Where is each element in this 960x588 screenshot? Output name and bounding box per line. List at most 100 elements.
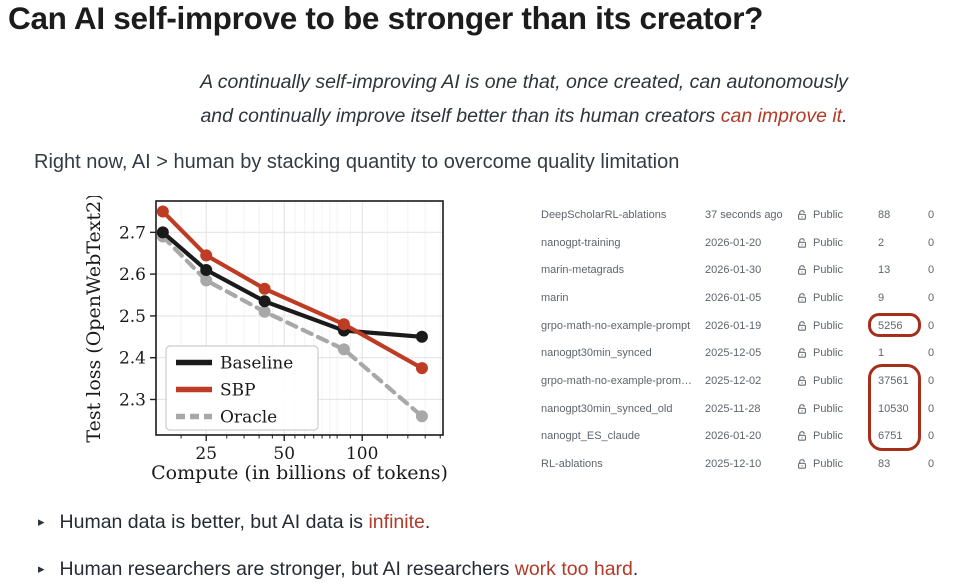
run-count: 5256 (878, 319, 903, 332)
y-tick-label: 2.4 (119, 349, 146, 369)
run-stars: 0 (928, 374, 935, 387)
bullet-accent-text: work too hard (514, 558, 633, 580)
run-visibility: Public (796, 430, 878, 442)
visibility-label: Public (813, 374, 843, 387)
visibility-label: Public (813, 319, 843, 332)
run-name: marin (541, 291, 569, 304)
run-stars: 0 (928, 236, 935, 249)
legend-box (165, 345, 319, 431)
x-axis-label: Compute (in billions of tokens) (151, 462, 448, 484)
run-updated: 2026-01-30 (705, 264, 762, 277)
unlock-icon (798, 459, 806, 469)
data-point-sbp (415, 362, 428, 375)
legend-label-oracle: Oracle (220, 408, 277, 428)
run-name: DeepScholarRL-ablations (541, 208, 667, 221)
run-stars: 0 (928, 319, 935, 332)
table-row: DeepScholarRL-ablations 37 seconds ago Pub… (536, 201, 958, 229)
run-count: 2 (878, 236, 885, 249)
table-row: grpo-math-no-example-prom… 2025-12-02 Publ… (536, 367, 958, 395)
run-stars: 0 (928, 208, 935, 221)
series-line-sbp (160, 209, 425, 371)
table-row: nanogpt-training 2026-01-20 Public 2 0 (536, 229, 958, 257)
data-point-baseline (156, 226, 169, 239)
run-stars: 0 (928, 347, 935, 360)
run-name: nanogpt30min_synced (541, 347, 652, 360)
run-visibility: Public (796, 403, 878, 415)
run-visibility: Public (796, 237, 878, 249)
x-tick-label: 100 (346, 444, 378, 464)
subtitle-line-2-prefix: and continually improve itself better th… (200, 104, 721, 127)
section-heading: Right now, AI > human by stacking quanti… (34, 151, 680, 173)
run-name: nanogpt30min_synced_old (541, 402, 673, 415)
data-point-sbp (337, 318, 350, 331)
runs-table: DeepScholarRL-ablations 37 seconds ago Pub… (536, 201, 958, 481)
subtitle-line-1: A continually self-improving AI is one t… (200, 71, 848, 93)
run-count: 1 (878, 347, 885, 360)
run-updated: 2025-11-28 (705, 402, 761, 415)
bullet-text: Human data is better, but AI data is inf… (60, 509, 431, 535)
subtitle-line-2: and continually improve itself better th… (80, 100, 960, 134)
y-tick-label: 2.3 (119, 390, 146, 410)
run-updated: 37 seconds ago (705, 208, 783, 221)
x-tick-label: 25 (195, 444, 217, 464)
run-name: nanogpt-training (541, 236, 621, 249)
data-point-sbp (258, 282, 271, 295)
run-name: grpo-math-no-example-prom… (541, 374, 692, 387)
table-row: RL-ablations 2025-12-10 Public 83 0 (536, 450, 958, 478)
run-updated: 2025-12-05 (705, 347, 762, 360)
unlock-icon (798, 265, 806, 275)
run-visibility: Public (796, 292, 878, 304)
run-stars: 0 (928, 458, 935, 471)
data-point-oracle (258, 305, 271, 318)
x-tick-label: 50 (273, 444, 295, 464)
bullet-item: ▸ Human researchers are stronger, but AI … (38, 556, 938, 584)
visibility-label: Public (813, 264, 843, 277)
run-count: 88 (878, 208, 891, 221)
run-count: 37561 (878, 374, 909, 387)
run-visibility: Public (796, 347, 878, 359)
run-stars: 0 (928, 402, 935, 415)
triangle-bullet-icon: ▸ (38, 561, 45, 576)
run-name: RL-ablations (541, 458, 603, 471)
visibility-label: Public (813, 347, 843, 360)
bullet-suffix: . (632, 558, 639, 580)
bullet-text: Human researchers are stronger, but AI r… (60, 556, 639, 582)
run-name: grpo-math-no-example-prompt (541, 319, 691, 332)
unlock-icon (798, 376, 806, 386)
run-name: marin-metagrads (541, 264, 625, 277)
run-visibility: Public (796, 264, 878, 276)
visibility-label: Public (813, 402, 843, 415)
run-updated: 2026-01-20 (705, 236, 762, 249)
run-count: 13 (878, 264, 891, 277)
plot-border (155, 200, 444, 436)
run-visibility: Public (796, 375, 878, 387)
table-row: marin 2026-01-05 Public 9 0 (536, 284, 958, 312)
run-count: 9 (878, 291, 885, 304)
y-tick-label: 2.7 (119, 223, 146, 243)
bullet-prefix: Human researchers are stronger, but AI r… (59, 558, 515, 580)
unlock-icon (798, 210, 806, 220)
slide-title: Can AI self-improve to be stronger than … (8, 0, 764, 36)
run-updated: 2026-01-19 (705, 319, 762, 332)
bullet-prefix: Human data is better, but AI data is (59, 511, 369, 533)
y-tick-label: 2.5 (119, 307, 146, 327)
legend-label-sbp: SBP (220, 381, 256, 401)
bullet-item: ▸ Human data is better, but AI data is in… (38, 509, 938, 537)
data-point-sbp (200, 249, 213, 262)
y-tick-label: 2.6 (119, 265, 146, 285)
unlock-icon (798, 348, 806, 359)
bullet-list: ▸ Human data is better, but AI data is in… (38, 509, 938, 588)
loss-chart-figure: 25 50 100 2.3 2.4 2.5 2.6 2.7 Baseline SBP Oracle C… (86, 196, 458, 494)
data-point-sbp (156, 205, 169, 218)
run-stars: 0 (928, 430, 935, 443)
run-stars: 0 (928, 264, 935, 277)
data-point-baseline (415, 330, 428, 343)
legend-label-baseline: Baseline (220, 354, 293, 374)
run-count: 10530 (878, 402, 909, 415)
subtitle: A continually self-improving AI is one t… (80, 66, 960, 133)
table-row: nanogpt30min_synced_old 2025-11-28 Public 1… (536, 395, 958, 423)
run-updated: 2026-01-05 (705, 291, 762, 304)
run-updated: 2025-12-10 (705, 458, 762, 471)
bullet-accent-text: infinite (368, 511, 425, 533)
